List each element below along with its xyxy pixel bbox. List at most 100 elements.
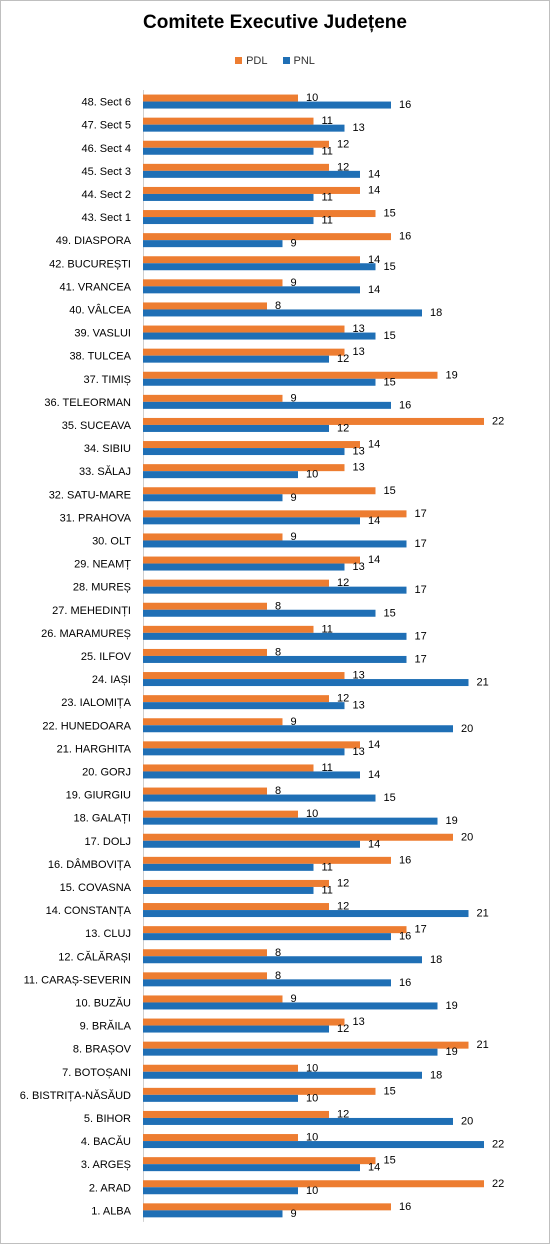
bar-pdl [143, 764, 314, 772]
category-label: 9. BRĂILA [80, 1020, 132, 1033]
data-label-pnl: 11 [322, 145, 333, 157]
data-label-pdl: 9 [291, 277, 297, 289]
data-label-pdl: 17 [415, 508, 427, 520]
data-label-pnl: 13 [353, 561, 365, 573]
bar-pnl [143, 817, 438, 825]
bar-pnl [143, 494, 283, 502]
bar-pnl [143, 517, 360, 525]
data-label-pdl: 11 [322, 623, 333, 635]
bar-pnl [143, 286, 360, 294]
data-label-pnl: 21 [477, 908, 489, 920]
legend-item-pnl: PNL [282, 55, 315, 67]
category-label: 20. GORJ [82, 766, 131, 778]
bar-pnl [143, 1071, 422, 1079]
data-label-pnl: 13 [353, 122, 365, 134]
data-label-pdl: 14 [368, 254, 380, 266]
data-label-pnl: 18 [430, 1069, 442, 1081]
data-label-pnl: 13 [353, 746, 365, 758]
data-label-pdl: 20 [461, 831, 473, 843]
category-label: 19. GIURGIU [66, 790, 131, 802]
bar-pnl [143, 725, 453, 733]
bar-pdl [143, 140, 329, 148]
bar-pnl [143, 424, 329, 432]
bar-pdl [143, 672, 345, 680]
data-label-pnl: 14 [368, 168, 380, 180]
bar-pdl [143, 810, 298, 818]
category-label: 26. MARAMUREȘ [41, 628, 131, 640]
data-label-pdl: 13 [353, 346, 365, 358]
legend-label-pnl: PNL [293, 55, 315, 67]
data-label-pdl: 15 [384, 1085, 396, 1097]
data-label-pdl: 14 [368, 439, 380, 451]
data-label-pdl: 9 [291, 392, 297, 404]
category-label: 43. Sect 1 [81, 212, 131, 224]
bar-pdl [143, 464, 345, 472]
category-label: 29. NEAMȚ [74, 559, 131, 571]
bar-pdl [143, 371, 438, 379]
bar-pdl [143, 441, 360, 449]
bar-pnl [143, 933, 391, 941]
category-label: 28. MUREȘ [73, 582, 131, 594]
data-label-pnl: 11 [322, 191, 333, 203]
data-label-pdl: 12 [337, 577, 349, 589]
category-label: 48. Sect 6 [81, 97, 131, 109]
data-label-pdl: 11 [322, 115, 333, 127]
data-label-pnl: 12 [337, 1023, 349, 1035]
legend-label-pdl: PDL [246, 55, 268, 67]
data-label-pdl: 16 [399, 231, 411, 243]
bar-pnl [143, 540, 407, 548]
category-label: 47. Sect 5 [81, 120, 131, 132]
bar-pnl [143, 448, 345, 456]
data-label-pdl: 11 [322, 762, 333, 774]
category-label: 1. ALBA [91, 1205, 131, 1217]
bar-pdl [143, 1157, 376, 1165]
bar-pdl [143, 302, 267, 310]
category-label: 40. VÂLCEA [69, 303, 131, 316]
bar-pdl [143, 163, 329, 171]
data-label-pdl: 10 [306, 808, 318, 820]
category-label: 49. DIASPORA [56, 235, 132, 247]
bar-pnl [143, 771, 360, 779]
bar-pnl [143, 401, 391, 409]
category-label: 4. BACĂU [81, 1135, 131, 1148]
data-label-pnl: 16 [399, 931, 411, 943]
data-label-pnl: 17 [415, 653, 427, 665]
data-label-pdl: 15 [384, 1155, 396, 1167]
bar-pdl [143, 487, 376, 495]
category-label: 11. CARAȘ-SEVERIN [24, 974, 131, 986]
data-label-pdl: 16 [399, 1201, 411, 1213]
data-label-pnl: 12 [337, 422, 349, 434]
bar-pdl [143, 972, 267, 980]
data-label-pnl: 9 [291, 238, 297, 250]
data-label-pnl: 10 [306, 1185, 318, 1197]
data-label-pnl: 13 [353, 700, 365, 712]
bar-pdl [143, 695, 329, 703]
data-label-pnl: 19 [446, 1046, 458, 1058]
data-label-pdl: 16 [399, 854, 411, 866]
chart-title: Comitete Executive Județene [143, 12, 407, 33]
bar-pnl [143, 1187, 298, 1195]
bar-pdl [143, 510, 407, 518]
data-label-pnl: 11 [322, 861, 333, 873]
bar-pnl [143, 886, 314, 894]
bar-pnl [143, 1164, 360, 1172]
data-label-pnl: 14 [368, 1162, 380, 1174]
bar-pnl [143, 563, 345, 571]
data-label-pnl: 10 [306, 1092, 318, 1104]
bar-pnl [143, 193, 314, 201]
category-label: 6. BISTRIȚA-NĂSĂUD [20, 1089, 131, 1102]
data-label-pnl: 14 [368, 769, 380, 781]
bar-pnl [143, 679, 469, 687]
category-label: 42. BUCUREȘTI [49, 258, 131, 270]
bar-pnl [143, 240, 283, 248]
data-label-pnl: 14 [368, 838, 380, 850]
bar-pdl [143, 556, 360, 564]
bar-pdl [143, 1110, 329, 1118]
bar-pdl [143, 879, 329, 887]
data-label-pnl: 18 [430, 307, 442, 319]
bar-pdl [143, 648, 267, 656]
data-label-pdl: 13 [353, 1016, 365, 1028]
data-label-pnl: 15 [384, 261, 396, 273]
data-label-pdl: 13 [353, 323, 365, 335]
bar-pdl [143, 279, 283, 287]
